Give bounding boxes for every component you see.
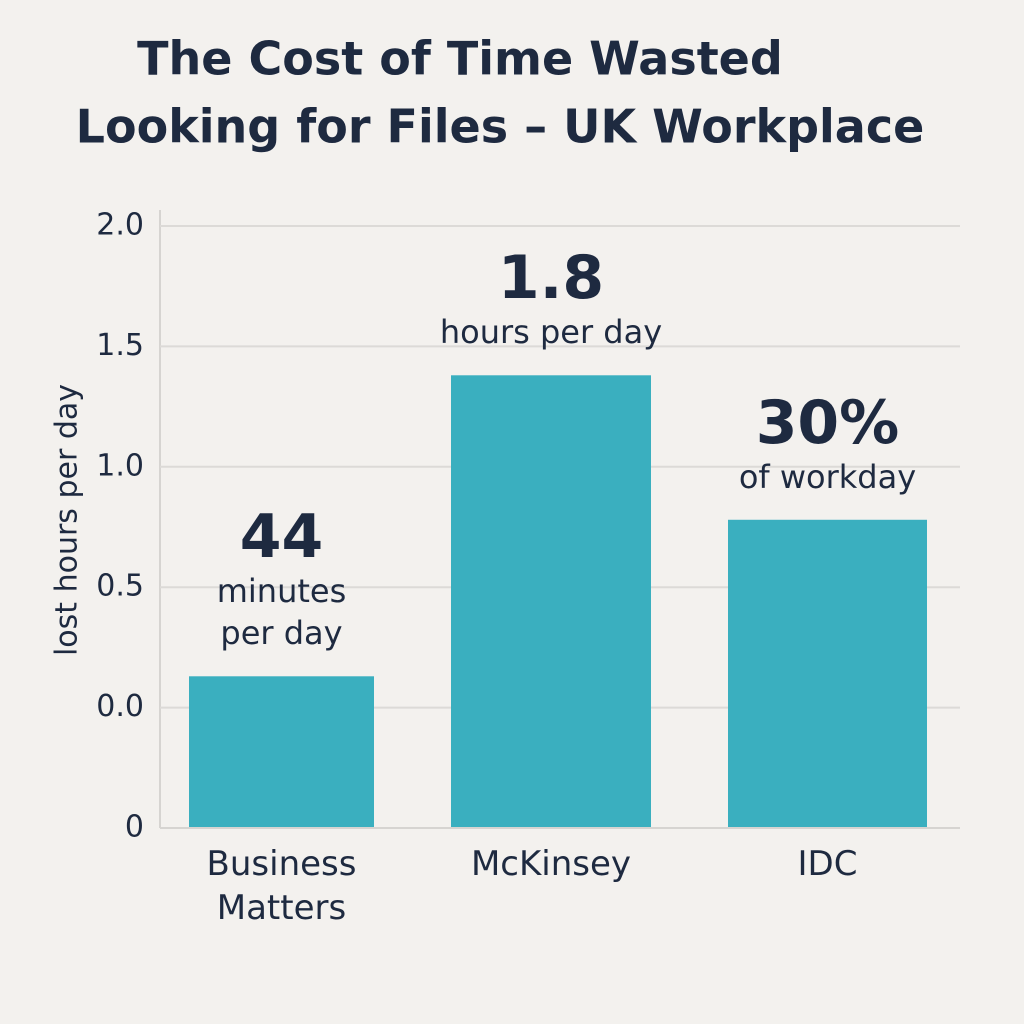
x-tick-label-box: Business Matters	[206, 844, 357, 928]
annotation-text: of workday	[738, 457, 917, 496]
x-tick-label: Business Matters	[206, 844, 357, 928]
annotation-number: 1.8	[497, 243, 605, 314]
annotation: 44 minutes per day	[152, 416, 412, 654]
annotation-number: 30%	[755, 387, 900, 458]
y-tick-label: 0	[125, 810, 144, 845]
y-tick-label: 2.0	[96, 208, 144, 243]
annotation-box: 30%of workday	[698, 260, 958, 498]
y-tick-label: 0.5	[96, 569, 144, 604]
annotation: 30% of workday	[698, 260, 958, 498]
bar	[451, 375, 651, 828]
y-tick-label: 0.0	[96, 689, 144, 724]
annotation-number: 44	[239, 502, 324, 573]
x-tick-label: IDC	[797, 844, 858, 884]
annotation-text: minutes per day	[216, 572, 347, 653]
chart-title: Looking for Files – UK Workplace	[76, 100, 925, 154]
annotation-text: hours per day	[439, 313, 663, 352]
x-tick-label-box: IDC	[797, 844, 858, 884]
bar	[189, 676, 374, 828]
y-axis-label: lost hours per day	[50, 384, 85, 656]
x-tick-label-box: McKinsey	[470, 844, 632, 884]
bar	[728, 519, 927, 828]
x-tick-label: McKinsey	[470, 844, 632, 884]
y-tick-label: 1.5	[96, 328, 144, 363]
chart-title: The Cost of Time Wasted	[137, 32, 783, 86]
annotation: 1.8 hours per day	[421, 115, 681, 353]
y-tick-label: 1.0	[96, 448, 144, 483]
